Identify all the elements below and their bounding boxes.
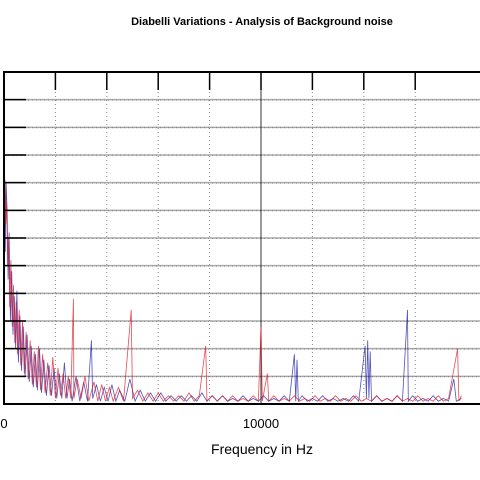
chart-title: Diabelli Variations - Analysis of Backgr…: [131, 16, 393, 28]
tick-labels: 0 10000: [0, 416, 279, 431]
series-2-line: [3, 179, 462, 403]
x-tick-label: 10000: [243, 416, 279, 431]
plot-frame: [3, 71, 480, 405]
grid: [4, 72, 480, 404]
series-group: [3, 160, 462, 403]
x-tick-label: 0: [0, 416, 7, 431]
x-axis-label: Frequency in Hz: [211, 441, 313, 457]
